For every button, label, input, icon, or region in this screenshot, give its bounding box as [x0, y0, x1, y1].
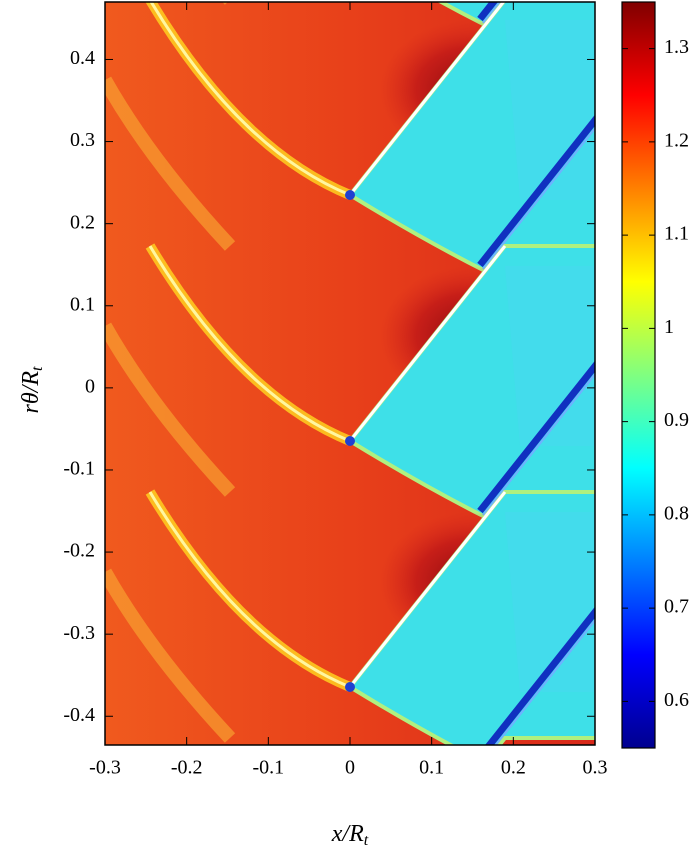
y-tick-label: -0.3	[63, 622, 95, 644]
colorbar-tick-label: 0.6	[664, 689, 689, 711]
y-tick-label: -0.2	[63, 540, 95, 562]
contour-field	[105, 2, 595, 745]
x-tick-label: 0.1	[419, 757, 444, 779]
shock	[149, 2, 351, 197]
colorbar-tick-label: 1.1	[664, 223, 689, 245]
wake	[477, 114, 595, 268]
shock	[148, 491, 351, 689]
wake	[494, 618, 595, 745]
colorbar-tick-label: 0.8	[664, 502, 689, 524]
x-tick-label: 0.3	[583, 757, 608, 779]
y-tick-label: -0.1	[63, 458, 95, 480]
y-tick-label: 0	[85, 375, 95, 397]
colorbar-tick-label: 1.2	[664, 129, 689, 151]
colorbar-tick-label: 0.9	[664, 409, 689, 431]
leading-edge	[345, 190, 355, 200]
x-tick-label: -0.2	[171, 757, 203, 779]
x-tick-label: 0	[345, 757, 355, 779]
colorbar-tick-label: 1.3	[664, 36, 689, 58]
wake	[482, 372, 595, 516]
y-tick-label: 0.1	[70, 293, 95, 315]
x-tick-label: -0.1	[252, 757, 284, 779]
wake	[485, 606, 595, 745]
shock	[105, 76, 236, 251]
shock	[148, 245, 351, 443]
y-tick-label: 0.2	[70, 211, 95, 233]
y-tick-label: 0.3	[70, 129, 95, 151]
leading-edge	[345, 682, 355, 692]
shock	[105, 568, 236, 743]
wake	[477, 360, 595, 514]
y-tick-label: 0.4	[70, 47, 95, 69]
x-tick-label: -0.3	[89, 757, 121, 779]
shock	[105, 322, 236, 497]
y-axis-label: rθ/Rt	[18, 366, 46, 413]
y-tick-label: -0.4	[63, 704, 95, 726]
blade	[348, 2, 506, 196]
colorbar-tick-label: 0.7	[664, 596, 689, 618]
blade	[348, 245, 507, 442]
x-tick-label: 0.2	[501, 757, 526, 779]
colorbar-tick-label: 1	[664, 316, 674, 338]
leading-edge	[345, 436, 355, 446]
blade	[348, 491, 507, 688]
wake	[482, 126, 595, 270]
x-axis-label: x/Rt	[331, 821, 369, 849]
colorbar	[621, 1, 656, 749]
